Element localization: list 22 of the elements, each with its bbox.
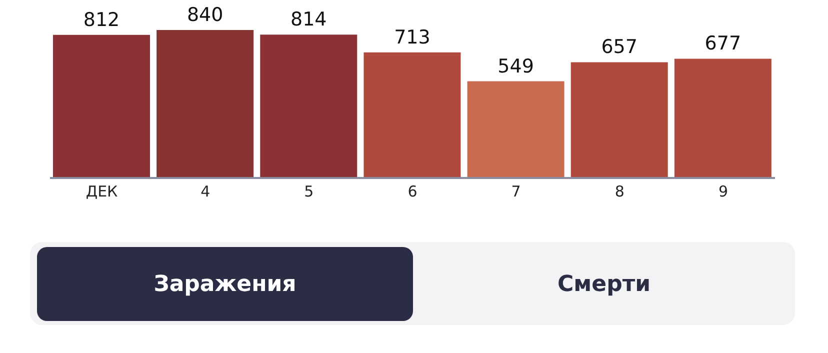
data-label: 812: [83, 8, 120, 31]
bar: [260, 34, 358, 178]
data-label: 677: [704, 32, 742, 55]
bar: [570, 62, 668, 178]
bar: [674, 58, 772, 178]
x-tick-label: 8: [614, 182, 624, 201]
data-label: 713: [394, 26, 430, 48]
x-tick-label: 5: [304, 182, 314, 201]
x-tick-label: 6: [408, 182, 418, 201]
x-tick-label: 7: [511, 182, 521, 201]
x-tick-label: ДЕК: [86, 182, 118, 201]
bar: [53, 34, 150, 178]
data-label: 814: [290, 8, 327, 31]
toggle-switch: Заражения Смерти: [30, 242, 795, 325]
x-tick-label: 4: [200, 182, 210, 201]
bar: [156, 30, 254, 178]
data-label: 657: [601, 36, 638, 58]
data-label: 840: [186, 4, 224, 26]
bar: [364, 52, 461, 178]
x-tick-label: 9: [718, 182, 728, 201]
data-label: 549: [498, 55, 534, 78]
bar: [467, 81, 564, 178]
